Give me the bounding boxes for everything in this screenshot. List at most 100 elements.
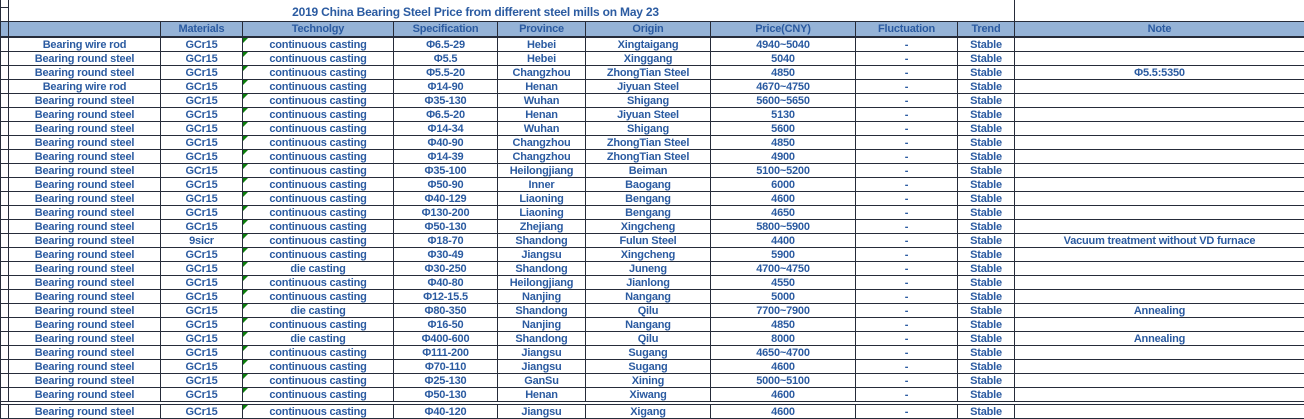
cell-technology[interactable]: die casting bbox=[243, 262, 394, 275]
cell-technology[interactable]: continuous casting bbox=[243, 66, 394, 79]
column-header-margin[interactable] bbox=[1, 22, 9, 36]
cell-origin[interactable]: Qilu bbox=[586, 332, 711, 345]
cell-price[interactable]: 4670~4750 bbox=[711, 80, 856, 93]
cell-origin[interactable]: Juneng bbox=[586, 262, 711, 275]
cell-fluctuation[interactable]: - bbox=[856, 220, 958, 233]
cell-province[interactable]: Changzhou bbox=[498, 136, 586, 149]
cell-fluctuation[interactable]: - bbox=[856, 136, 958, 149]
cell-note[interactable] bbox=[1015, 136, 1304, 149]
cell-fluctuation[interactable]: - bbox=[856, 164, 958, 177]
cell-note[interactable] bbox=[1015, 206, 1304, 219]
cell-province[interactable]: Inner bbox=[498, 178, 586, 191]
cell-province[interactable]: Jiangsu bbox=[498, 346, 586, 359]
cell-fluctuation[interactable]: - bbox=[856, 262, 958, 275]
cell-specification[interactable]: Φ6.5-29 bbox=[394, 38, 498, 51]
cell-specification[interactable]: Φ25-130 bbox=[394, 374, 498, 387]
cell-technology[interactable]: continuous casting bbox=[243, 52, 394, 65]
cell-note[interactable] bbox=[1015, 405, 1304, 418]
cell-technology[interactable]: continuous casting bbox=[243, 234, 394, 247]
cell-origin[interactable]: Beiman bbox=[586, 164, 711, 177]
cell-province[interactable]: Heilongjiang bbox=[498, 164, 586, 177]
cell-note[interactable] bbox=[1015, 374, 1304, 387]
cell-origin[interactable]: ZhongTian Steel bbox=[586, 150, 711, 163]
cell-price[interactable]: 4600 bbox=[711, 360, 856, 373]
cell-origin[interactable]: Nangang bbox=[586, 290, 711, 303]
cell-price[interactable]: 4900 bbox=[711, 150, 856, 163]
cell-price[interactable]: 4550 bbox=[711, 276, 856, 289]
cell-product-name[interactable]: Bearing round steel bbox=[9, 318, 161, 331]
cell-technology[interactable]: continuous casting bbox=[243, 136, 394, 149]
cell-product-name[interactable]: Bearing round steel bbox=[9, 332, 161, 345]
cell-province[interactable]: Henan bbox=[498, 80, 586, 93]
column-header-specification[interactable]: Specification bbox=[394, 22, 498, 36]
cell-trend[interactable]: Stable bbox=[958, 262, 1015, 275]
cell-product-name[interactable]: Bearing round steel bbox=[9, 360, 161, 373]
cell-technology[interactable]: continuous casting bbox=[243, 164, 394, 177]
cell-material[interactable]: GCr15 bbox=[161, 164, 243, 177]
cell-province[interactable]: Shandong bbox=[498, 304, 586, 317]
cell-material[interactable]: GCr15 bbox=[161, 192, 243, 205]
cell-fluctuation[interactable]: - bbox=[856, 360, 958, 373]
cell-province[interactable]: GanSu bbox=[498, 374, 586, 387]
cell-product-name[interactable]: Bearing round steel bbox=[9, 94, 161, 107]
cell-price[interactable]: 4600 bbox=[711, 192, 856, 205]
column-header-product[interactable] bbox=[9, 22, 161, 36]
cell-technology[interactable]: continuous casting bbox=[243, 220, 394, 233]
cell-note[interactable] bbox=[1015, 150, 1304, 163]
cell-specification[interactable]: Φ80-350 bbox=[394, 304, 498, 317]
cell-fluctuation[interactable]: - bbox=[856, 80, 958, 93]
cell-specification[interactable]: Φ35-100 bbox=[394, 164, 498, 177]
cell-technology[interactable]: continuous casting bbox=[243, 206, 394, 219]
cell-province[interactable]: Zhejiang bbox=[498, 220, 586, 233]
cell-price[interactable]: 7700~7900 bbox=[711, 304, 856, 317]
cell-technology[interactable]: die casting bbox=[243, 304, 394, 317]
cell-fluctuation[interactable]: - bbox=[856, 192, 958, 205]
cell-trend[interactable]: Stable bbox=[958, 164, 1015, 177]
cell-province[interactable]: Jiangsu bbox=[498, 405, 586, 418]
cell-note[interactable]: Annealing bbox=[1015, 332, 1304, 345]
cell-province[interactable]: Henan bbox=[498, 388, 586, 401]
cell-technology[interactable]: continuous casting bbox=[243, 290, 394, 303]
cell-material[interactable]: GCr15 bbox=[161, 66, 243, 79]
cell-specification[interactable]: Φ50-90 bbox=[394, 178, 498, 191]
cell-trend[interactable]: Stable bbox=[958, 206, 1015, 219]
cell-material[interactable]: GCr15 bbox=[161, 136, 243, 149]
cell-trend[interactable]: Stable bbox=[958, 405, 1015, 418]
cell-trend[interactable]: Stable bbox=[958, 304, 1015, 317]
cell-fluctuation[interactable]: - bbox=[856, 374, 958, 387]
cell-technology[interactable]: continuous casting bbox=[243, 80, 394, 93]
cell-price[interactable]: 6000 bbox=[711, 178, 856, 191]
cell-product-name[interactable]: Bearing wire rod bbox=[9, 80, 161, 93]
cell-material[interactable]: GCr15 bbox=[161, 388, 243, 401]
cell-origin[interactable]: Xinggang bbox=[586, 52, 711, 65]
cell-trend[interactable]: Stable bbox=[958, 94, 1015, 107]
cell-material[interactable]: GCr15 bbox=[161, 374, 243, 387]
cell-price[interactable]: 4850 bbox=[711, 136, 856, 149]
cell-trend[interactable]: Stable bbox=[958, 388, 1015, 401]
cell-trend[interactable]: Stable bbox=[958, 136, 1015, 149]
cell-trend[interactable]: Stable bbox=[958, 346, 1015, 359]
cell-material[interactable]: GCr15 bbox=[161, 360, 243, 373]
column-header-note[interactable]: Note bbox=[1147, 23, 1172, 35]
cell-technology[interactable]: continuous casting bbox=[243, 108, 394, 121]
cell-specification[interactable]: Φ18-70 bbox=[394, 234, 498, 247]
cell-specification[interactable]: Φ40-80 bbox=[394, 276, 498, 289]
cell-fluctuation[interactable]: - bbox=[856, 150, 958, 163]
cell-note[interactable] bbox=[1015, 52, 1304, 65]
cell-product-name[interactable]: Bearing wire rod bbox=[9, 38, 161, 51]
cell-origin[interactable]: Shigang bbox=[586, 94, 711, 107]
cell-trend[interactable]: Stable bbox=[958, 52, 1015, 65]
cell-note[interactable] bbox=[1015, 276, 1304, 289]
cell-specification[interactable]: Φ12-15.5 bbox=[394, 290, 498, 303]
cell-price[interactable]: 4650~4700 bbox=[711, 346, 856, 359]
cell-price[interactable]: 5600~5650 bbox=[711, 94, 856, 107]
cell-origin[interactable]: Shigang bbox=[586, 122, 711, 135]
cell-fluctuation[interactable]: - bbox=[856, 234, 958, 247]
cell-origin[interactable]: Xingtaigang bbox=[586, 38, 711, 51]
cell-specification[interactable]: Φ5.5-20 bbox=[394, 66, 498, 79]
cell-origin[interactable]: Jianlong bbox=[586, 276, 711, 289]
cell-specification[interactable]: Φ40-120 bbox=[394, 405, 498, 418]
cell-price[interactable]: 4850 bbox=[711, 66, 856, 79]
cell-fluctuation[interactable]: - bbox=[856, 94, 958, 107]
cell-fluctuation[interactable]: - bbox=[856, 346, 958, 359]
